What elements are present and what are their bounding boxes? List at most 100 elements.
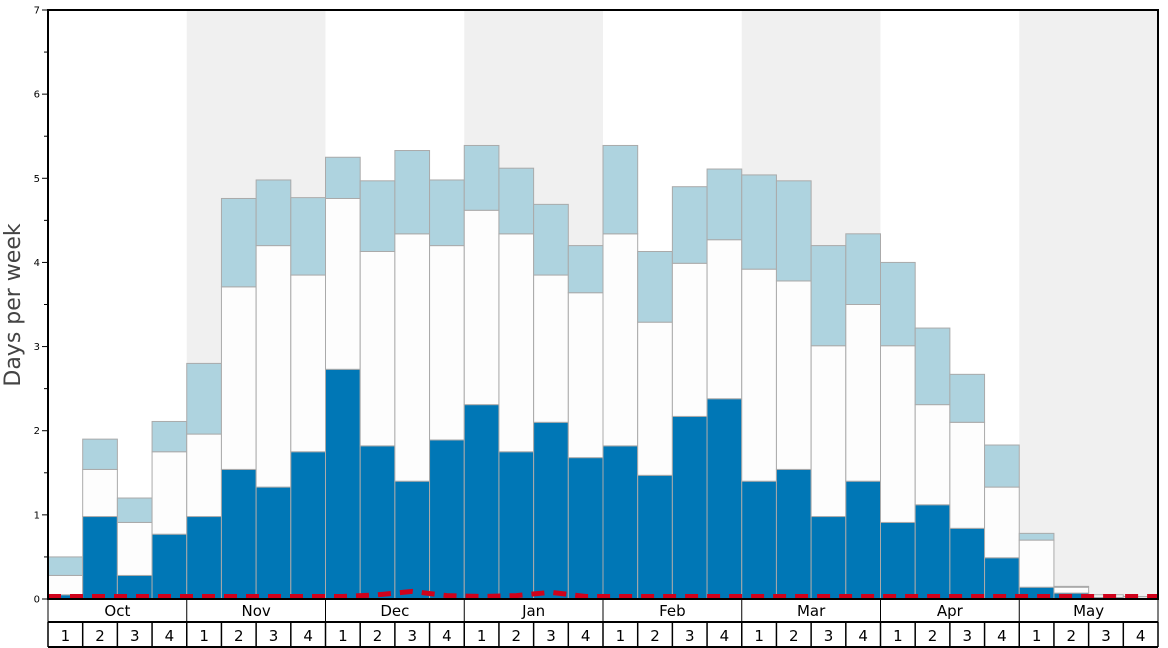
bar-segment-top <box>914 327 951 406</box>
bar-segment-bottom <box>567 457 604 600</box>
bar-segment-bottom <box>186 516 222 600</box>
bar-segment-bottom <box>429 439 465 600</box>
bar-segment-middle <box>186 433 222 518</box>
bar-segment-bottom <box>533 421 569 600</box>
bar-segment-middle <box>671 262 708 417</box>
week-label: 3 <box>269 627 279 645</box>
bar-segment-bottom <box>775 468 812 600</box>
week-label: 4 <box>581 627 591 645</box>
week-label: 1 <box>1032 627 1042 645</box>
bar-segment-bottom <box>706 398 743 600</box>
week-label: 4 <box>1136 627 1146 645</box>
y-axis: 0 1 2 3 4 5 6 7 <box>34 6 48 606</box>
x-axis: Oct Nov Dec Jan Feb Mar Apr May 1 2 3 4 1 2 3 4 1 2 3 4 1 2 3 4… <box>47 599 1159 648</box>
bar-segment-top <box>82 438 118 470</box>
bar-segment-bottom <box>741 480 777 600</box>
bar-segment-top <box>880 261 916 347</box>
bar-segment-middle <box>775 280 812 470</box>
bar-segment-middle <box>706 239 743 400</box>
bar-segment-middle <box>741 268 777 482</box>
month-label-dec: Dec <box>380 602 409 620</box>
bar-segment-middle <box>567 292 604 459</box>
bar-segment-middle <box>602 233 639 447</box>
bar-segment-middle <box>151 451 188 535</box>
bar-segment-bottom <box>498 451 535 600</box>
bar-segment-bottom <box>394 480 431 600</box>
week-label: 1 <box>199 627 209 645</box>
bar-segment-top <box>984 444 1020 488</box>
bar-segment-middle <box>116 521 153 576</box>
bar-segment-middle <box>463 209 500 406</box>
month-label-jan: Jan <box>521 602 545 620</box>
week-label: 3 <box>962 627 972 645</box>
bar-segment-top <box>567 245 604 294</box>
bar-segment-bottom <box>602 445 639 600</box>
week-label: 3 <box>546 627 556 645</box>
y-tick-label: 5 <box>34 174 40 185</box>
week-label: 2 <box>234 627 244 645</box>
week-label: 2 <box>650 627 660 645</box>
bar-segment-bottom <box>637 474 673 600</box>
bar-segment-bottom <box>845 480 881 600</box>
bar-segment-top <box>325 156 361 199</box>
bar-segment-top <box>671 186 708 264</box>
week-label: 4 <box>997 627 1007 645</box>
bar-segment-middle <box>82 468 118 518</box>
week-label: 3 <box>685 627 695 645</box>
week-label: 1 <box>754 627 764 645</box>
bar-segment-bottom <box>151 533 188 600</box>
bar-segment-bottom <box>255 486 292 600</box>
bar-segment-top <box>394 150 431 235</box>
bar-segment-middle <box>498 233 535 453</box>
bar-segment-top <box>602 144 639 235</box>
bar-segment-top <box>706 168 743 241</box>
y-tick-label: 7 <box>34 6 40 17</box>
week-label: 2 <box>373 627 383 645</box>
bar-segment-middle <box>810 345 847 518</box>
week-label: 1 <box>477 627 487 645</box>
bar-segment-middle <box>255 245 292 488</box>
bar-segment-top <box>775 180 812 282</box>
month-label-apr: Apr <box>937 602 964 620</box>
week-label: 2 <box>789 627 799 645</box>
bar-segment-top <box>186 362 222 435</box>
y-tick-label: 0 <box>34 595 40 606</box>
bar-segment-top <box>220 197 257 288</box>
week-label: 3 <box>824 627 834 645</box>
month-shade-may <box>1019 10 1158 599</box>
bar-segment-top <box>1053 585 1090 588</box>
bar-segment-top <box>429 179 465 247</box>
y-tick-label: 2 <box>34 426 40 437</box>
y-tick-label: 6 <box>34 90 40 101</box>
bar-segment-top <box>845 233 881 306</box>
y-tick-label: 3 <box>34 342 40 353</box>
bar-segment-top <box>255 179 292 247</box>
bar-segment-top <box>290 197 326 276</box>
week-label: 2 <box>512 627 522 645</box>
bar-segment-middle <box>325 197 361 370</box>
week-label: 1 <box>893 627 903 645</box>
week-label: 1 <box>616 627 626 645</box>
bar-segment-top <box>47 556 84 576</box>
bar-segment-middle <box>845 304 881 482</box>
week-label: 4 <box>303 627 313 645</box>
bar-segment-top <box>1018 532 1055 541</box>
bar-segment-middle <box>220 286 257 470</box>
week-label: 3 <box>130 627 140 645</box>
bar-segment-bottom <box>359 445 396 600</box>
bar-segment-middle <box>533 274 569 423</box>
bar-segment-top <box>463 144 500 211</box>
bar-segment-middle <box>637 321 673 476</box>
bar-segment-middle <box>429 245 465 441</box>
week-label: 4 <box>442 627 452 645</box>
week-label: 4 <box>165 627 175 645</box>
bar-segment-middle <box>47 574 84 596</box>
bar-segment-top <box>116 497 153 523</box>
bar-segment-top <box>533 203 569 276</box>
week-label: 2 <box>95 627 105 645</box>
bar-segment-bottom <box>810 516 847 600</box>
week-label: 4 <box>858 627 868 645</box>
bar-segment-middle <box>914 404 951 506</box>
bar-segment-bottom <box>914 504 951 600</box>
